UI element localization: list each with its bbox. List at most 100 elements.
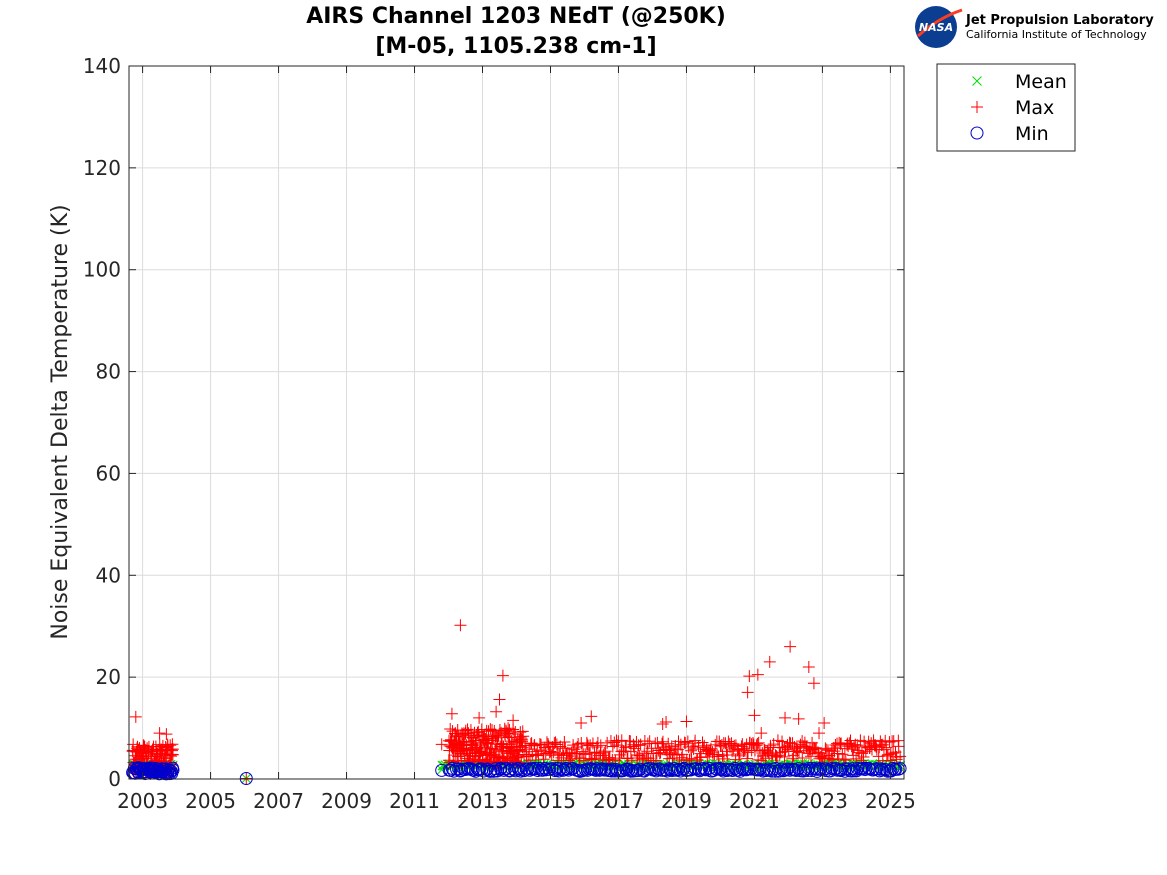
max-point bbox=[880, 741, 893, 754]
y-tick-label: 20 bbox=[96, 665, 121, 689]
min-point bbox=[781, 762, 795, 776]
max-point bbox=[791, 744, 804, 757]
max-point bbox=[517, 730, 530, 743]
legend-label-min: Min bbox=[1015, 123, 1049, 145]
max-point bbox=[507, 714, 520, 727]
max-point bbox=[751, 737, 764, 750]
max-point bbox=[166, 738, 179, 751]
x-tick-label: 2025 bbox=[865, 789, 916, 813]
max-point bbox=[473, 711, 486, 724]
max-point bbox=[664, 746, 677, 759]
max-point bbox=[743, 670, 756, 683]
max-point bbox=[839, 754, 852, 767]
min-point bbox=[789, 764, 803, 778]
y-tick-label: 60 bbox=[96, 461, 121, 485]
x-tick-label: 2007 bbox=[253, 789, 304, 813]
max-point bbox=[831, 747, 844, 760]
max-point bbox=[502, 722, 515, 735]
min-point bbox=[648, 763, 662, 777]
x-tick-label: 2017 bbox=[593, 789, 644, 813]
min-point bbox=[632, 764, 646, 778]
x-tick-label: 2013 bbox=[457, 789, 508, 813]
max-point bbox=[802, 660, 815, 673]
max-point bbox=[454, 619, 467, 632]
min-point bbox=[166, 763, 180, 777]
max-point bbox=[459, 724, 472, 737]
min-point bbox=[552, 764, 566, 778]
max-point bbox=[585, 710, 598, 723]
axis-ticks: 2003 2005 2007 2009 2011 2013 2015 2017 2019 2021… bbox=[83, 54, 916, 813]
max-point bbox=[755, 727, 768, 740]
max-point bbox=[784, 640, 797, 653]
max-point bbox=[129, 710, 142, 723]
legend-box bbox=[936, 63, 1076, 152]
max-point bbox=[480, 736, 493, 749]
max-point bbox=[836, 748, 849, 761]
max-point bbox=[160, 728, 173, 741]
max-point bbox=[153, 727, 166, 740]
max-point bbox=[751, 668, 764, 681]
max-point bbox=[685, 752, 698, 765]
max-point bbox=[656, 735, 669, 748]
max-point bbox=[548, 737, 561, 750]
max-point bbox=[778, 750, 791, 763]
x-tick-label: 2023 bbox=[797, 789, 848, 813]
max-point bbox=[496, 669, 509, 682]
jpl-org-name: Jet Propulsion Laboratory bbox=[965, 13, 1154, 28]
max-point bbox=[796, 751, 809, 764]
min-point bbox=[435, 763, 449, 777]
max-point bbox=[627, 740, 640, 753]
max-point bbox=[558, 735, 571, 748]
max-point bbox=[606, 753, 619, 766]
legend-label-mean: Mean bbox=[1015, 71, 1067, 93]
max-point bbox=[714, 740, 727, 753]
min-point bbox=[532, 761, 546, 775]
legend-min-marker-icon bbox=[970, 126, 984, 140]
x-tick-label: 2021 bbox=[729, 789, 780, 813]
max-point bbox=[552, 754, 565, 767]
max-point bbox=[166, 743, 179, 756]
legend: Mean Max Min bbox=[936, 63, 1076, 152]
x-tick-label: 2009 bbox=[321, 789, 372, 813]
min-point bbox=[715, 763, 729, 777]
max-point bbox=[490, 705, 503, 718]
max-point bbox=[813, 727, 826, 740]
chart-title-line2: [M-05, 1105.238 cm-1] bbox=[375, 34, 656, 59]
max-point bbox=[779, 711, 792, 724]
y-tick-label: 120 bbox=[83, 156, 121, 180]
min-point bbox=[239, 771, 253, 785]
max-point bbox=[756, 746, 769, 759]
max-point bbox=[581, 738, 594, 751]
min-point bbox=[649, 764, 663, 778]
max-point bbox=[687, 743, 700, 756]
min-point bbox=[489, 762, 503, 776]
y-tick-label: 0 bbox=[108, 767, 121, 791]
min-point bbox=[529, 762, 543, 776]
y-tick-label: 80 bbox=[96, 360, 121, 384]
max-point bbox=[779, 745, 792, 758]
max-point bbox=[820, 743, 833, 756]
max-point bbox=[584, 739, 597, 752]
max-point bbox=[857, 750, 870, 763]
max-point bbox=[851, 739, 864, 752]
max-point bbox=[867, 734, 880, 747]
max-point bbox=[640, 751, 653, 764]
max-point bbox=[612, 735, 625, 748]
x-tick-label: 2011 bbox=[389, 789, 440, 813]
max-point bbox=[599, 745, 612, 758]
max-point bbox=[643, 735, 656, 748]
max-point bbox=[598, 746, 611, 759]
max-point bbox=[881, 748, 894, 761]
max-point bbox=[884, 748, 897, 761]
max-point bbox=[525, 737, 538, 750]
min-point bbox=[605, 762, 619, 776]
max-point bbox=[240, 772, 253, 785]
y-axis-label: Noise Equivalent Delta Temperature (K) bbox=[48, 204, 73, 639]
max-point bbox=[701, 750, 714, 763]
max-point bbox=[763, 655, 776, 668]
max-point bbox=[495, 737, 508, 750]
max-point bbox=[510, 750, 523, 763]
series-max bbox=[126, 619, 907, 785]
max-point bbox=[656, 717, 669, 730]
